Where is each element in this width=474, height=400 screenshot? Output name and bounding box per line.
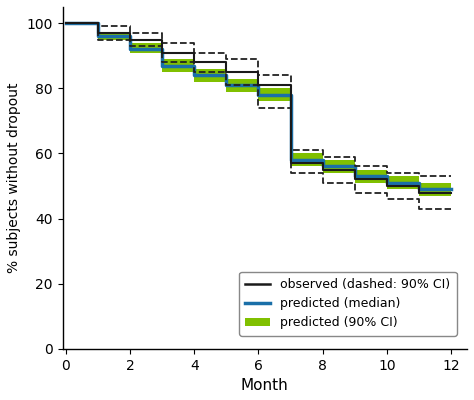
X-axis label: Month: Month bbox=[241, 378, 289, 393]
Y-axis label: % subjects without dropout: % subjects without dropout bbox=[7, 83, 21, 273]
Legend: observed (dashed: 90% CI), predicted (median), predicted (90% CI): observed (dashed: 90% CI), predicted (me… bbox=[239, 272, 457, 336]
